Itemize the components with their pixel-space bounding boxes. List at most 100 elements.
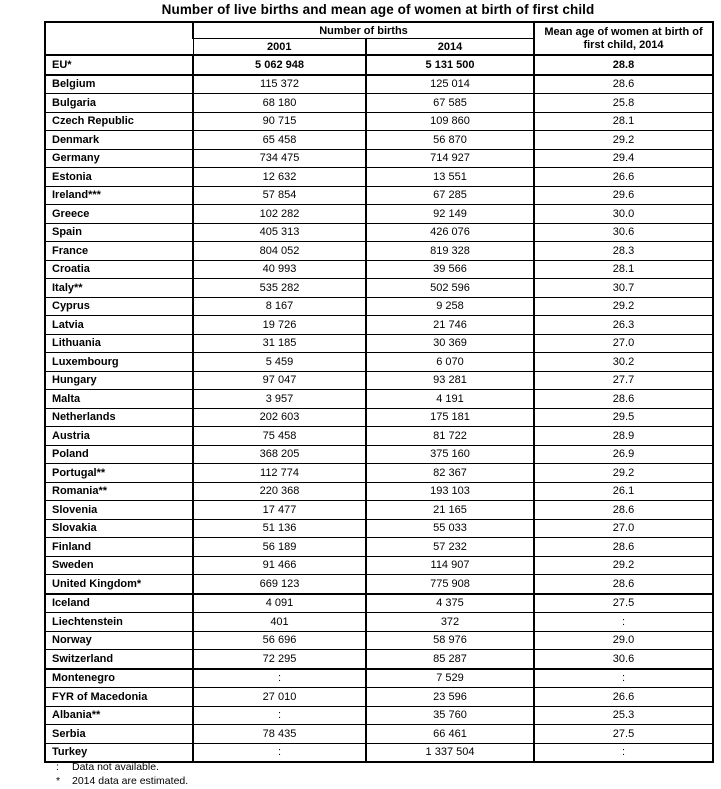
births-2001-cell: 91 466 [192, 555, 367, 575]
table-row: Belgium 115 372 125 014 28.6 [44, 74, 714, 94]
table-row: Croatia 40 993 39 566 28.1 [44, 259, 714, 279]
table-row: Netherlands 202 603 175 181 29.5 [44, 407, 714, 427]
country-cell: France [44, 241, 194, 261]
table-row: Montenegro:7 529: [44, 668, 714, 688]
mean-age-cell: 28.6 [533, 574, 714, 595]
births-2014-cell: 372 [365, 612, 535, 632]
country-cell: Finland [44, 537, 194, 557]
births-2014-cell: 67 585 [365, 93, 535, 113]
table-row: Slovakia 51 136 55 033 27.0 [44, 518, 714, 538]
births-2001-cell: : [192, 668, 367, 688]
births-2001-cell: 5 062 948 [192, 54, 367, 76]
year-2014-header: 2014 [365, 38, 535, 56]
births-2014-cell: 5 131 500 [365, 54, 535, 76]
mean-age-cell: 29.5 [533, 407, 714, 427]
births-2001-cell: 102 282 [192, 204, 367, 224]
table-row: Sweden 91 466 114 907 29.2 [44, 555, 714, 575]
table-row: Ireland*** 57 854 67 285 29.6 [44, 185, 714, 205]
country-cell: Albania** [44, 705, 194, 725]
footnote-text: Data not available. [72, 761, 159, 773]
births-2001-cell: 112 774 [192, 463, 367, 483]
mean-age-cell: 25.3 [533, 705, 714, 725]
mean-age-cell: 28.3 [533, 241, 714, 261]
births-2001-cell: 68 180 [192, 93, 367, 113]
country-cell: Serbia [44, 724, 194, 744]
table-row: Slovenia 17 477 21 165 28.6 [44, 500, 714, 520]
births-2001-cell: 90 715 [192, 111, 367, 131]
births-2001-cell: 56 696 [192, 630, 367, 650]
country-cell: Croatia [44, 259, 194, 279]
births-2014-cell: 30 369 [365, 333, 535, 353]
births-2014-cell: 23 596 [365, 687, 535, 707]
country-cell: FYR of Macedonia [44, 687, 194, 707]
table-row: United Kingdom* 669 123 775 908 28.6 [44, 574, 714, 595]
country-cell: Czech Republic [44, 111, 194, 131]
table-row: Austria 75 458 81 722 28.9 [44, 426, 714, 446]
births-2014-cell: 4 375 [365, 593, 535, 613]
table-row: Malta 3 957 4 191 28.6 [44, 389, 714, 409]
births-2001-cell: : [192, 742, 367, 763]
births-2001-cell: 51 136 [192, 518, 367, 538]
country-cell: Romania** [44, 481, 194, 501]
mean-age-cell: 26.3 [533, 315, 714, 335]
births-2014-cell: 56 870 [365, 130, 535, 150]
table-row: Lithuania 31 185 30 369 27.0 [44, 333, 714, 353]
table-row: Germany 734 475 714 927 29.4 [44, 148, 714, 168]
births-2014-cell: 81 722 [365, 426, 535, 446]
births-2014-cell: 714 927 [365, 148, 535, 168]
births-2001-cell: 401 [192, 612, 367, 632]
mean-age-cell: 27.0 [533, 333, 714, 353]
country-cell: Denmark [44, 130, 194, 150]
table-row: Estonia 12 632 13 551 26.6 [44, 167, 714, 187]
births-table-container: Number of births Mean age of women at bi… [44, 21, 714, 763]
births-2014-cell: 21 165 [365, 500, 535, 520]
country-cell: Iceland [44, 593, 194, 613]
country-cell: Ireland*** [44, 185, 194, 205]
country-cell: Estonia [44, 167, 194, 187]
mean-age-cell: 28.6 [533, 500, 714, 520]
mean-age-cell: : [533, 742, 714, 763]
country-cell: Germany [44, 148, 194, 168]
corner-cell [44, 21, 194, 56]
births-2001-cell: 4 091 [192, 593, 367, 613]
year-2001-header: 2001 [192, 38, 367, 56]
mean-age-header: Mean age of women at birth of first chil… [533, 21, 714, 56]
births-2014-cell: 55 033 [365, 518, 535, 538]
births-2001-cell: 57 854 [192, 185, 367, 205]
births-2014-cell: 67 285 [365, 185, 535, 205]
page-title: Number of live births and mean age of wo… [161, 2, 595, 17]
mean-age-cell: 27.5 [533, 724, 714, 744]
births-group-header: Number of births [192, 21, 535, 39]
births-2001-cell: 804 052 [192, 241, 367, 261]
table-header: Number of births Mean age of women at bi… [44, 21, 714, 56]
mean-age-cell: 26.6 [533, 687, 714, 707]
table-row: Latvia 19 726 21 746 26.3 [44, 315, 714, 335]
country-cell: Norway [44, 630, 194, 650]
births-2014-cell: 1 337 504 [365, 742, 535, 763]
mean-age-cell: 26.6 [533, 167, 714, 187]
mean-age-cell: 30.0 [533, 204, 714, 224]
births-table: Number of births Mean age of women at bi… [44, 21, 714, 763]
mean-age-cell: 27.5 [533, 593, 714, 613]
births-2001-cell: 405 313 [192, 222, 367, 242]
births-2014-cell: 82 367 [365, 463, 535, 483]
country-cell: Switzerland [44, 649, 194, 670]
country-cell: Luxembourg [44, 352, 194, 372]
table-row: Cyprus 8 167 9 258 29.2 [44, 296, 714, 316]
mean-age-cell: 30.6 [533, 222, 714, 242]
mean-age-cell: 29.2 [533, 130, 714, 150]
country-cell: Greece [44, 204, 194, 224]
country-cell: Turkey [44, 742, 194, 763]
mean-age-cell: 28.1 [533, 111, 714, 131]
births-2001-cell: 17 477 [192, 500, 367, 520]
country-cell: Belgium [44, 74, 194, 94]
births-2001-cell: 65 458 [192, 130, 367, 150]
births-2001-cell: 19 726 [192, 315, 367, 335]
table-row: Iceland 4 091 4 375 27.5 [44, 593, 714, 613]
births-2001-cell: 5 459 [192, 352, 367, 372]
births-2014-cell: 21 746 [365, 315, 535, 335]
mean-age-cell: 29.6 [533, 185, 714, 205]
table-row: Romania** 220 368 193 103 26.1 [44, 481, 714, 501]
mean-age-cell: 30.2 [533, 352, 714, 372]
births-2014-cell: 125 014 [365, 74, 535, 94]
